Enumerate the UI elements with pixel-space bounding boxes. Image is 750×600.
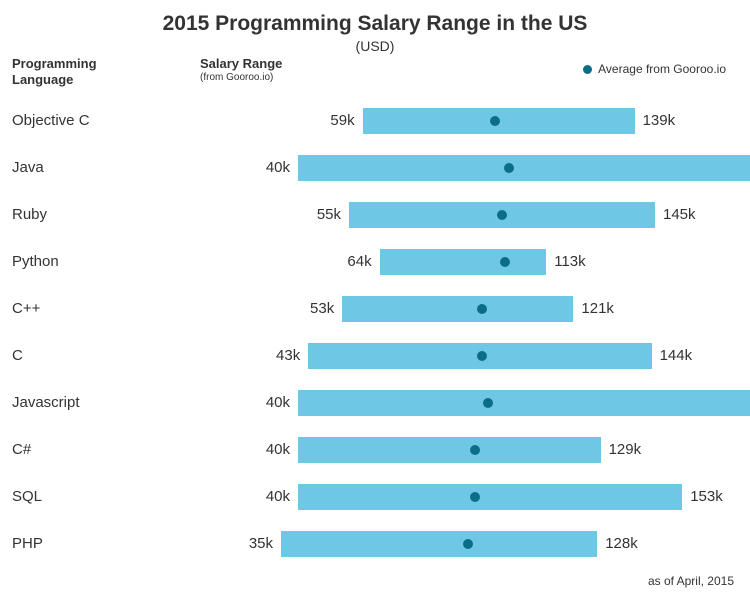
language-label: C++ — [12, 300, 40, 317]
low-salary-label: 59k — [330, 112, 354, 129]
low-salary-label: 40k — [266, 159, 290, 176]
chart-row: Javascript40k188k — [0, 382, 750, 429]
high-salary-label: 129k — [609, 441, 642, 458]
salary-range-bar — [380, 249, 547, 275]
average-dot-icon — [483, 398, 493, 408]
chart-rows: Objective C59k139kJava40k182kRuby55k145k… — [0, 100, 750, 570]
low-salary-label: 40k — [266, 488, 290, 505]
chart-row: PHP 35k 128k — [0, 523, 750, 570]
salary-range-bar — [298, 484, 682, 510]
chart-row: Java40k182k — [0, 147, 750, 194]
chart-row: Python 64k 113k — [0, 241, 750, 288]
low-salary-label: 40k — [266, 441, 290, 458]
low-salary-label: 40k — [266, 394, 290, 411]
footnote: as of April, 2015 — [648, 574, 734, 588]
chart-row: Ruby 55k 145k — [0, 194, 750, 241]
average-dot-icon — [463, 539, 473, 549]
chart-row: SQL 40k 153k — [0, 476, 750, 523]
language-label: Java — [12, 159, 44, 176]
average-dot-icon — [490, 116, 500, 126]
chart-row: C++ 53k 121k — [0, 288, 750, 335]
language-label: Objective C — [12, 112, 90, 129]
language-label: PHP — [12, 535, 43, 552]
legend-label: Average from Gooroo.io — [598, 62, 726, 76]
language-label: Ruby — [12, 206, 47, 223]
chart-row: Objective C 59k 139k — [0, 100, 750, 147]
high-salary-label: 153k — [690, 488, 723, 505]
chart-row: C# 40k 129k — [0, 429, 750, 476]
header-salary-range-sub: (from Gooroo.io) — [200, 72, 273, 83]
header-language: ProgrammingLanguage — [12, 56, 97, 87]
salary-range-bar — [298, 155, 750, 181]
average-dot-icon — [470, 492, 480, 502]
salary-range-bar — [298, 390, 750, 416]
low-salary-label: 55k — [317, 206, 341, 223]
language-label: SQL — [12, 488, 42, 505]
high-salary-label: 145k — [663, 206, 696, 223]
salary-range-bar — [281, 531, 597, 557]
language-label: C — [12, 347, 23, 364]
average-dot-icon — [504, 163, 514, 173]
high-salary-label: 121k — [581, 300, 614, 317]
low-salary-label: 43k — [276, 347, 300, 364]
average-dot-icon — [470, 445, 480, 455]
low-salary-label: 53k — [310, 300, 334, 317]
language-label: Javascript — [12, 394, 80, 411]
high-salary-label: 128k — [605, 535, 638, 552]
high-salary-label: 113k — [554, 253, 585, 270]
chart-row: C 43k 144k — [0, 335, 750, 382]
legend-dot-icon — [583, 65, 592, 74]
low-salary-label: 35k — [249, 535, 273, 552]
average-dot-icon — [477, 351, 487, 361]
salary-range-bar — [298, 437, 601, 463]
legend: Average from Gooroo.io — [583, 62, 726, 76]
low-salary-label: 64k — [347, 253, 371, 270]
average-dot-icon — [477, 304, 487, 314]
salary-range-bar — [342, 296, 573, 322]
language-label: Python — [12, 253, 59, 270]
average-dot-icon — [500, 257, 510, 267]
high-salary-label: 139k — [643, 112, 676, 129]
header-salary-range: Salary Range — [200, 56, 282, 71]
language-label: C# — [12, 441, 31, 458]
high-salary-label: 144k — [660, 347, 693, 364]
chart-subtitle: (USD) — [0, 38, 750, 54]
chart-title: 2015 Programming Salary Range in the US — [0, 0, 750, 36]
average-dot-icon — [497, 210, 507, 220]
